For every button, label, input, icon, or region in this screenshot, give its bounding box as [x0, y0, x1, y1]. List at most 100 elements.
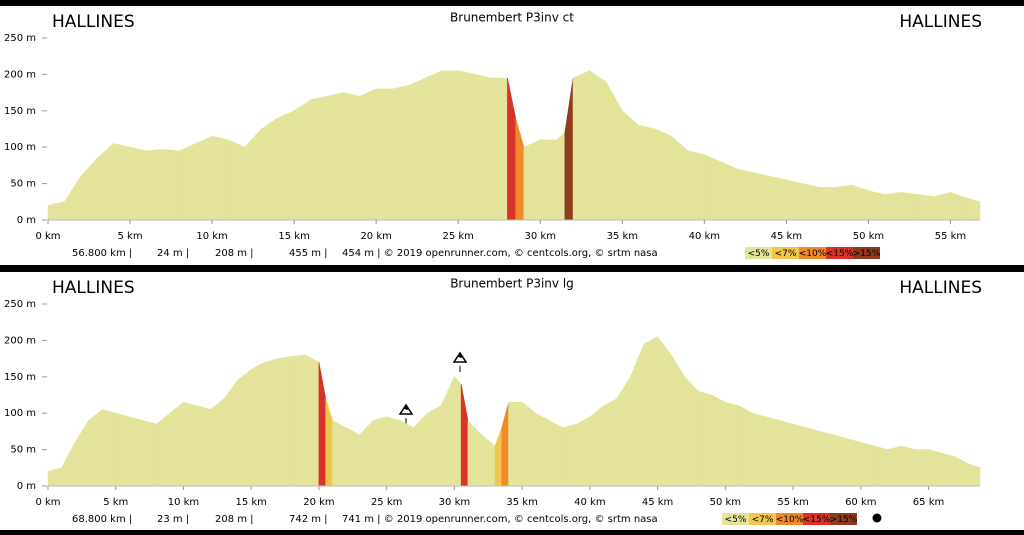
- x-tick-label: 0 km: [35, 231, 60, 242]
- marker-dot: [872, 513, 882, 523]
- elevation-segment: [481, 434, 496, 487]
- x-tick-label: 65 km: [913, 497, 944, 508]
- elevation-segment: [860, 441, 875, 487]
- elevation-segment: [833, 434, 848, 487]
- elevation-segment: [183, 401, 198, 487]
- elevation-segment: [413, 412, 428, 487]
- elevation-segment: [501, 402, 509, 487]
- legend-label: <10%: [799, 249, 827, 259]
- elevation-segment: [576, 416, 591, 487]
- legend-swatch: [853, 247, 880, 259]
- elevation-segment: [178, 143, 196, 221]
- elevation-segment: [687, 150, 705, 221]
- stat: 68.800 km |: [72, 514, 132, 525]
- x-tick-label: 20 km: [360, 231, 391, 242]
- elevation-segment: [399, 419, 415, 487]
- elevation-segment: [113, 143, 131, 221]
- elevation-segment: [467, 419, 482, 487]
- elevation-segment: [670, 353, 685, 487]
- x-tick-label: 15 km: [235, 497, 266, 508]
- elevation-segment: [901, 445, 916, 487]
- elevation-segment: [835, 184, 853, 221]
- elevation-segment: [928, 449, 943, 487]
- x-tick-label: 55 km: [935, 231, 966, 242]
- elevation-segment: [792, 423, 807, 487]
- y-tick-label: 200 m: [4, 335, 36, 346]
- elevation-segment: [846, 438, 862, 487]
- y-tick-label: 100 m: [4, 408, 36, 419]
- elevation-segment: [539, 139, 557, 221]
- elevation-segment: [375, 88, 393, 221]
- legend-swatch: [749, 513, 776, 525]
- elevation-segment: [80, 157, 98, 221]
- elevation-segment: [654, 128, 672, 221]
- legend-label: <15%: [826, 249, 854, 259]
- elevation-segment: [616, 375, 631, 487]
- x-tick-label: 5 km: [103, 497, 128, 508]
- stat: 208 m |: [215, 248, 254, 259]
- x-tick-label: 10 km: [196, 231, 227, 242]
- legend-label: >15%: [853, 249, 881, 259]
- stat: 24 m |: [157, 248, 189, 259]
- stat: 455 m |: [289, 248, 328, 259]
- elevation-segment: [162, 149, 180, 221]
- x-tick-label: 35 km: [506, 497, 537, 508]
- elevation-segment: [917, 194, 935, 221]
- y-tick-label: 150 m: [4, 106, 36, 117]
- elevation-segment: [725, 401, 740, 487]
- elevation-segment: [671, 135, 689, 221]
- separator: [0, 0, 1024, 6]
- elevation-segment: [884, 191, 902, 221]
- x-tick-label: 25 km: [371, 497, 402, 508]
- elevation-segment: [169, 401, 184, 487]
- elevation-segment: [941, 452, 956, 487]
- elevation-segment: [325, 398, 333, 487]
- elevation-segment: [874, 445, 889, 487]
- elevation-segment: [326, 92, 344, 221]
- legend-label: <5%: [725, 515, 747, 525]
- summit-icon: [452, 351, 468, 372]
- elevation-segment: [765, 416, 780, 487]
- legend-label: <7%: [775, 249, 797, 259]
- legend-swatch: [826, 247, 853, 259]
- x-tick-label: 55 km: [777, 497, 808, 508]
- x-tick-label: 45 km: [771, 231, 802, 242]
- stat: 454 m | © 2019 openrunner.com, © centcol…: [342, 248, 658, 259]
- elevation-segment: [101, 409, 117, 487]
- summit-icon: [398, 403, 414, 424]
- x-tick-label: 25 km: [442, 231, 473, 242]
- elevation-segment: [277, 356, 293, 487]
- elevation-segment: [630, 343, 645, 487]
- elevation-segment: [851, 184, 869, 221]
- elevation-segment: [305, 354, 320, 487]
- legend-label: >15%: [830, 515, 858, 525]
- elevation-segment: [521, 401, 536, 487]
- x-tick-label: 30 km: [439, 497, 470, 508]
- x-tick-label: 20 km: [303, 497, 334, 508]
- elevation-segment: [345, 427, 360, 487]
- elevation-segment: [589, 405, 604, 487]
- elevation-segment: [128, 416, 144, 487]
- x-tick-label: 40 km: [574, 497, 605, 508]
- elevation-segment: [96, 142, 114, 221]
- elevation-segment: [146, 149, 164, 221]
- elevation-segment: [318, 362, 327, 487]
- legend-swatch: [799, 247, 826, 259]
- elevation-segment: [457, 70, 475, 221]
- elevation-segment: [264, 358, 279, 487]
- stat: 23 m |: [157, 514, 189, 525]
- elevation-segment: [605, 80, 623, 221]
- elevation-segment: [720, 161, 738, 221]
- elevation-segment: [228, 139, 246, 221]
- elevation-segment: [64, 175, 82, 221]
- elevation-segment: [779, 420, 794, 487]
- elevation-segment: [61, 442, 76, 487]
- elevation-segment: [802, 183, 820, 221]
- elevation-segment: [914, 449, 929, 487]
- elevation-segment: [359, 419, 374, 487]
- elevation-segment: [711, 394, 726, 487]
- elevation-segment: [211, 135, 229, 221]
- elevation-segment: [806, 427, 821, 487]
